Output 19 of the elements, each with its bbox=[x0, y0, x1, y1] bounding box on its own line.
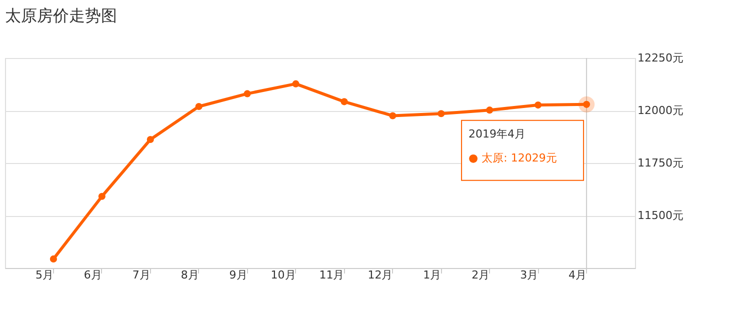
x-tick-label: 1月 bbox=[423, 268, 442, 282]
x-tick-label: 9月 bbox=[229, 268, 248, 282]
x-tick-label: 8月 bbox=[180, 268, 199, 282]
x-tick-label: 4月 bbox=[568, 268, 587, 282]
y-tick-label: 12000元 bbox=[638, 104, 684, 117]
x-tick-label: 3月 bbox=[520, 268, 538, 282]
annotation: 2019年4月 bbox=[468, 127, 526, 140]
y-tick-label: 11500元 bbox=[638, 209, 684, 222]
x-tick-label: 5月 bbox=[35, 268, 54, 282]
x-tick-label: 12月 bbox=[368, 268, 393, 282]
x-tick-label: 11月 bbox=[319, 268, 344, 282]
x-tick-label: 6月 bbox=[84, 268, 102, 282]
x-tick-label: 7月 bbox=[132, 268, 150, 282]
y-tick-label: 12250元 bbox=[638, 52, 684, 64]
x-tick-label: 2月 bbox=[472, 268, 490, 282]
chart-title: 太原房价走势图 bbox=[5, 6, 117, 25]
x-tick-label: 10月 bbox=[270, 268, 296, 282]
annotation: ● 太原: 12029元 bbox=[468, 151, 557, 164]
y-tick-label: 11750元 bbox=[638, 156, 684, 170]
